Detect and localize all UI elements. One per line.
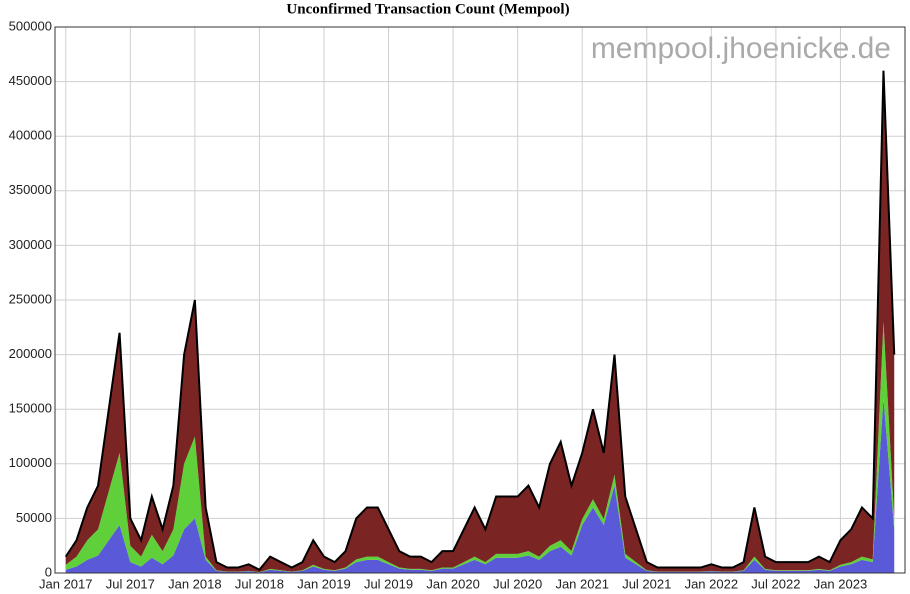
y-tick-label: 100000 [9,455,52,470]
y-tick-label: 300000 [9,237,52,252]
watermark: mempool.jhoenicke.de [591,32,891,65]
chart-title: Unconfirmed Transaction Count (Mempool) [286,1,569,17]
y-tick-label: 450000 [9,73,52,88]
x-tick-label: Jul 2020 [493,576,542,591]
y-tick-label: 250000 [9,291,52,306]
y-tick-label: 500000 [9,18,52,33]
area [65,321,895,573]
x-tick-label: Jan 2017 [39,576,93,591]
area [65,70,895,573]
y-tick-label: 0 [45,564,52,579]
y-tick-label: 200000 [9,346,52,361]
x-tick-label: Jul 2019 [364,576,413,591]
x-tick-label: Jan 2020 [426,576,480,591]
x-tick-label: Jan 2018 [168,576,222,591]
x-tick-label: Jan 2021 [555,576,609,591]
x-tick-label: Jan 2019 [297,576,351,591]
x-tick-label: Jan 2023 [814,576,868,591]
y-tick-label: 400000 [9,128,52,143]
y-tick-label: 50000 [16,510,52,525]
y-tick-label: 350000 [9,182,52,197]
x-tick-label: Jul 2022 [751,576,800,591]
x-tick-label: Jul 2017 [106,576,155,591]
x-tick-label: Jul 2021 [622,576,671,591]
plot-frame [54,26,906,574]
x-tick-label: Jan 2022 [685,576,739,591]
line [64,70,896,571]
x-tick-label: Jul 2018 [235,576,284,591]
y-tick-label: 150000 [9,401,52,416]
